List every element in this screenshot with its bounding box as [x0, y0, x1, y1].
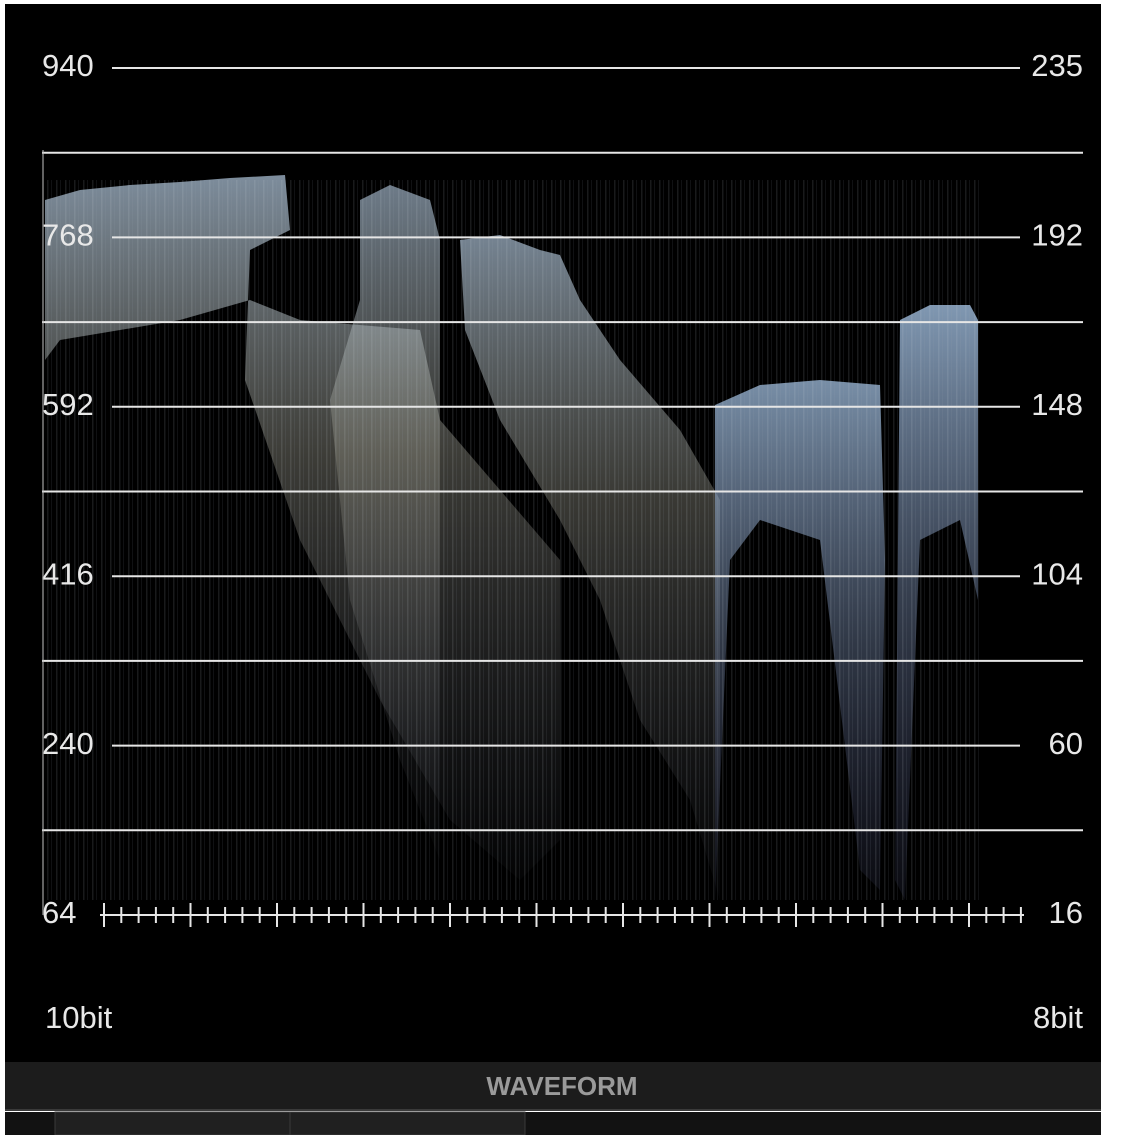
- waveform-scope: 940 235 768 192 592 148 416 104 240 60 64 16 WAVEFO…: [0, 0, 1124, 1135]
- tab[interactable]: [290, 1112, 525, 1135]
- waveform-trace: [45, 175, 980, 900]
- right-scale-label: 16: [1049, 895, 1083, 930]
- left-scale-label: 64: [42, 895, 76, 930]
- tab[interactable]: [55, 1112, 290, 1135]
- right-scale-label: 192: [1031, 218, 1083, 253]
- left-scale-label: 768: [42, 218, 94, 253]
- right-scale-label: 104: [1031, 556, 1083, 591]
- left-scale-label: 416: [42, 556, 94, 591]
- right-scale-label: 148: [1031, 387, 1083, 422]
- left-scale-label: 940: [42, 48, 94, 83]
- right-unit-label: 8bit: [1033, 1000, 1083, 1035]
- right-scale-label: 235: [1031, 48, 1083, 83]
- left-unit-label: 10bit: [45, 1000, 113, 1035]
- right-scale-label: 60: [1049, 726, 1083, 761]
- left-scale-label: 240: [42, 726, 94, 761]
- panel-title: WAVEFORM: [486, 1071, 637, 1101]
- left-scale-label: 592: [42, 387, 94, 422]
